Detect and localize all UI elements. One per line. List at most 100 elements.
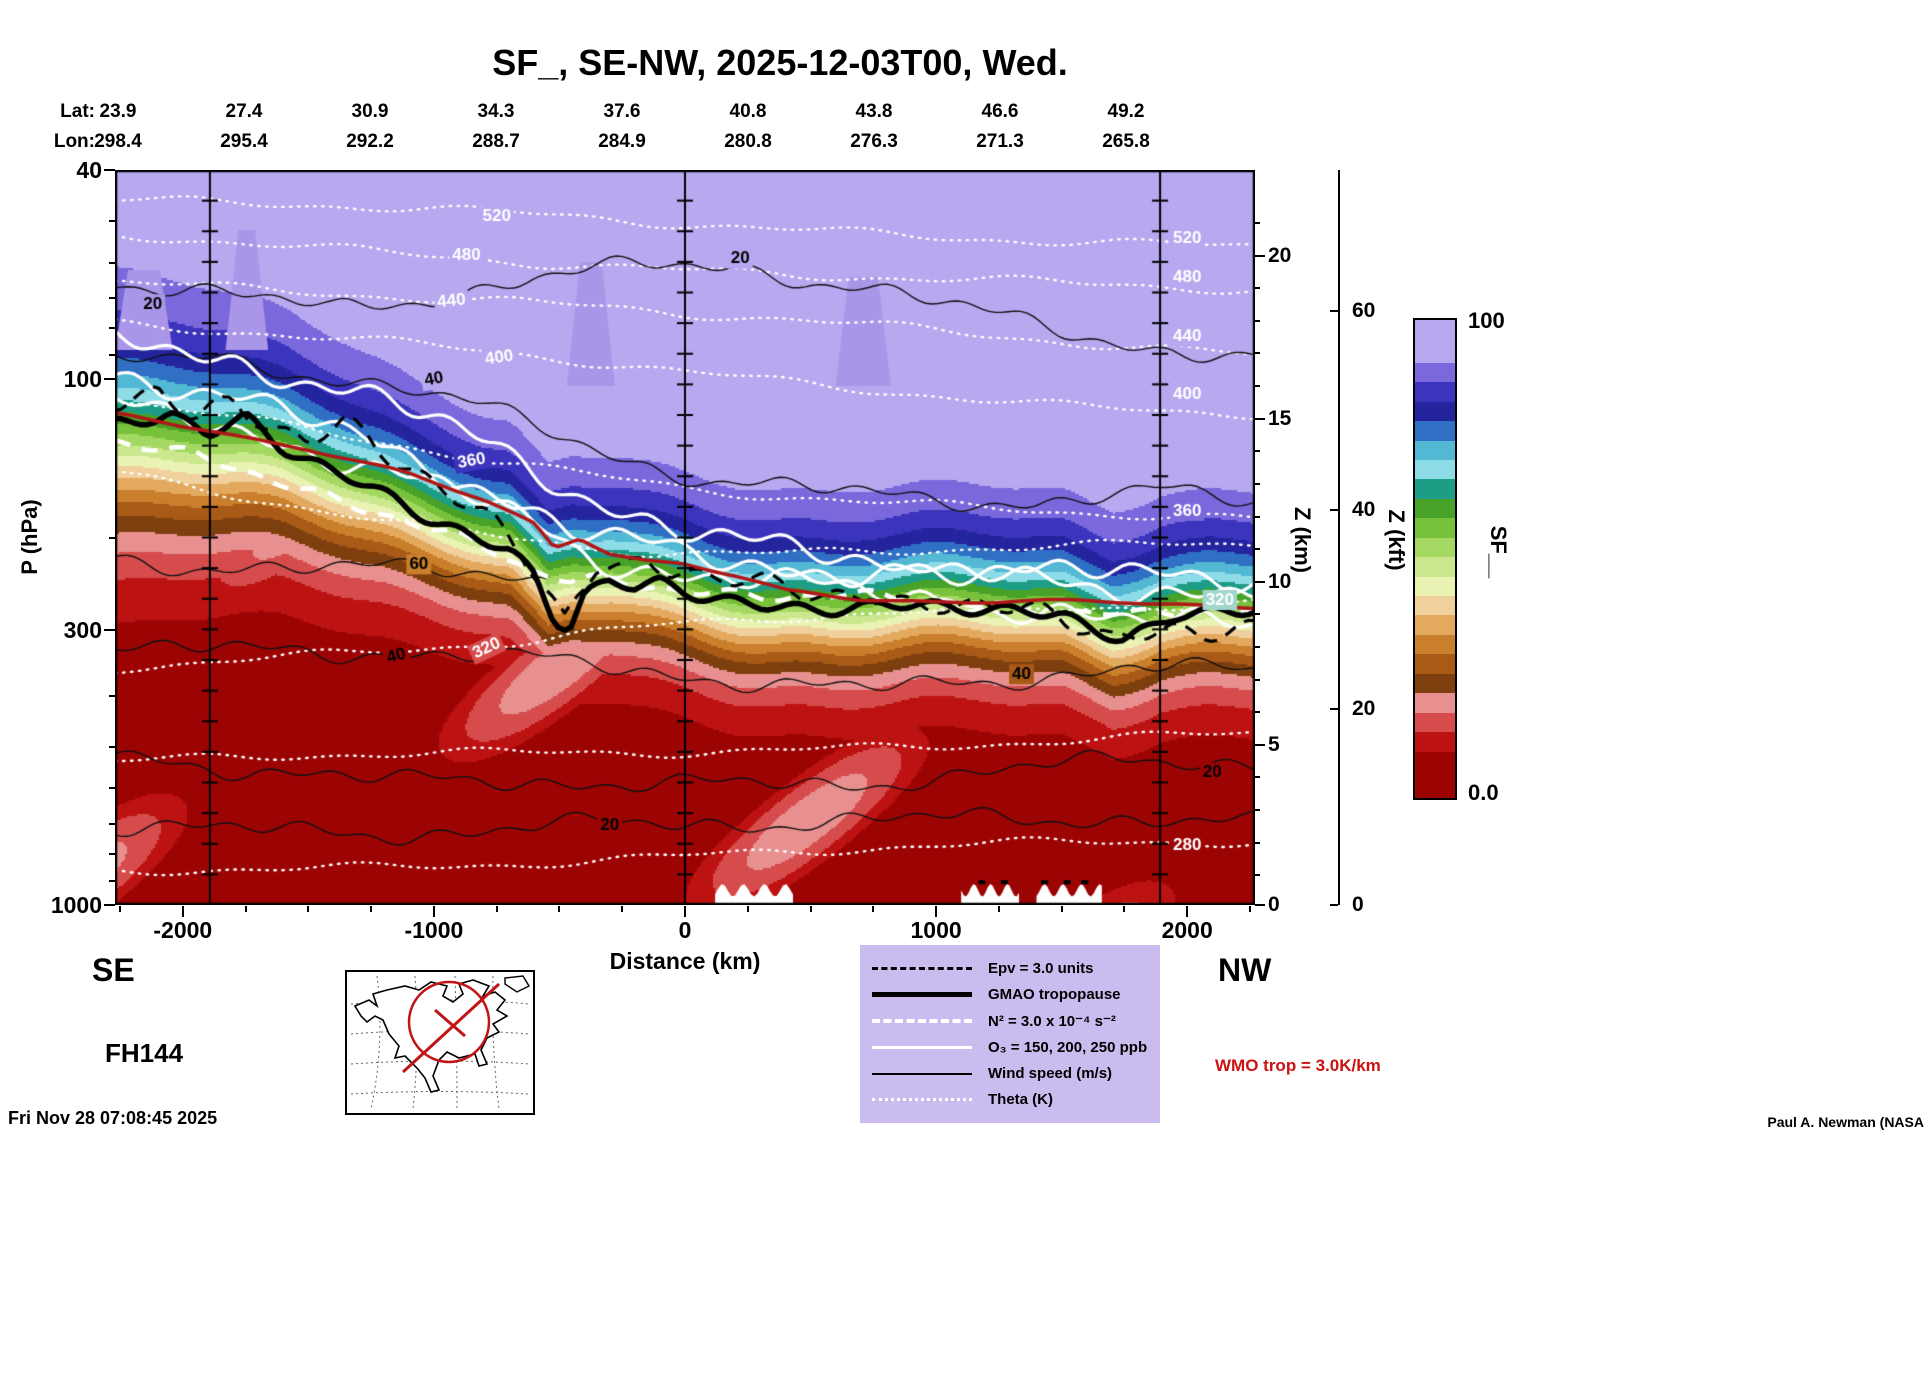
z-km-tick — [1255, 417, 1265, 420]
colorbar-segment — [1415, 421, 1455, 441]
x-axis-tick-label: 2000 — [1161, 917, 1213, 943]
z-kft-tick-label: 40 — [1352, 498, 1376, 522]
z-km-tick — [1255, 548, 1260, 551]
pressure-tick-label: 300 — [63, 617, 102, 644]
page-title: SF_, SE-NW, 2025-12-03T00, Wed. — [492, 42, 1068, 83]
legend-row: O₃ = 150, 200, 250 ppb — [872, 1034, 1148, 1060]
z-km-tick — [1255, 482, 1260, 485]
lat-value: 27.4 — [225, 101, 263, 122]
z-km-tick — [1255, 874, 1260, 877]
pressure-minor-tick — [109, 879, 115, 882]
colorbar-segment — [1415, 615, 1455, 635]
forecast-hour-label: FH144 — [105, 1038, 184, 1068]
pressure-minor-tick — [109, 745, 115, 748]
x-axis-tick — [370, 906, 373, 912]
colorbar-segment — [1415, 479, 1455, 499]
pressure-minor-tick — [109, 327, 115, 330]
lon-row-label: Lon: — [53, 131, 95, 152]
map-inset — [345, 970, 535, 1115]
z-kft-tick — [1330, 310, 1338, 313]
colorbar-segment — [1415, 596, 1455, 616]
colorbar-segment — [1415, 440, 1455, 460]
z-kft-axis-label: Z (kft) — [1384, 509, 1409, 571]
lon-value: 292.2 — [346, 131, 394, 152]
z-km-tick — [1255, 580, 1265, 583]
x-axis-tick — [1060, 906, 1063, 912]
colorbar-segment — [1415, 362, 1455, 383]
z-km-tick — [1255, 904, 1265, 906]
legend-label: Theta (K) — [988, 1091, 1053, 1109]
pressure-tick-label: 100 — [63, 366, 102, 393]
z-km-tick — [1255, 515, 1260, 518]
z-km-tick — [1255, 254, 1265, 257]
z-kft-axis-line — [1338, 170, 1340, 905]
legend-row: Theta (K) — [872, 1087, 1148, 1113]
pressure-minor-tick — [109, 787, 115, 790]
z-km-tick — [1255, 613, 1260, 616]
z-km-tick — [1255, 809, 1260, 812]
x-axis-tick-label: 0 — [678, 917, 692, 943]
z-km-tick-label: 0 — [1268, 893, 1280, 916]
z-km-tick — [1255, 352, 1260, 355]
x-axis-tick-label: 1000 — [910, 917, 962, 943]
z-km-tick — [1255, 841, 1260, 844]
z-km-tick — [1255, 221, 1260, 224]
legend-sample-solid-black-thick — [872, 991, 972, 997]
z-kft-tick-label: 0 — [1352, 893, 1364, 916]
pressure-major-tick — [104, 629, 115, 632]
x-axis-tick — [809, 906, 812, 912]
legend-label: O₃ = 150, 200, 250 ppb — [988, 1038, 1148, 1056]
pressure-minor-tick — [109, 296, 115, 299]
lat-value: 23.9 — [99, 101, 137, 122]
route-cross — [434, 1008, 466, 1038]
colorbar-segment — [1415, 654, 1455, 674]
distance-axis-label: Distance (km) — [609, 948, 761, 974]
z-km-tick — [1255, 287, 1260, 290]
cross-section-plot — [115, 170, 1255, 910]
pressure-minor-tick — [109, 536, 115, 539]
endpoint-nw-label: NW — [1218, 952, 1272, 988]
author-credit: Paul A. Newman (NASA — [1767, 1114, 1924, 1130]
x-axis-tick — [495, 906, 498, 912]
colorbar-min-label: 0.0 — [1468, 780, 1499, 805]
legend-sample-solid-black-thin — [872, 1072, 972, 1075]
colorbar-segment — [1415, 537, 1455, 558]
lon-value: 284.9 — [598, 131, 646, 152]
pressure-minor-tick — [109, 822, 115, 825]
route-circle — [407, 980, 491, 1064]
z-km-tick — [1255, 711, 1260, 714]
map-island — [504, 975, 530, 993]
lat-row-label: Lat: — [60, 101, 95, 122]
z-km-tick-label: 10 — [1268, 569, 1292, 593]
z-km-axis-label: Z (km) — [1290, 507, 1315, 573]
colorbar-segment — [1415, 712, 1455, 733]
cross-section-canvas — [115, 170, 1255, 905]
colorbar-segment — [1415, 634, 1455, 655]
legend-label: GMAO tropopause — [988, 985, 1121, 1003]
colorbar-segment — [1415, 557, 1455, 577]
wmo-tropopause-note: WMO trop = 3.0K/km — [1215, 1056, 1381, 1075]
z-kft-tick — [1330, 509, 1338, 512]
x-axis-tick — [935, 906, 938, 917]
x-axis-tick — [119, 906, 122, 912]
z-kft-tick — [1330, 904, 1338, 906]
lat-value: 34.3 — [477, 101, 515, 122]
lat-value: 40.8 — [729, 101, 767, 122]
legend-sample-solid-white — [872, 1045, 972, 1049]
lon-value: 265.8 — [1102, 131, 1150, 152]
pressure-major-tick — [104, 169, 115, 171]
colorbar-max-label: 100 — [1468, 308, 1505, 333]
pressure-minor-tick — [109, 219, 115, 222]
z-km-tick-label: 20 — [1268, 243, 1292, 267]
x-axis-tick — [244, 906, 247, 912]
colorbar-segment — [1415, 320, 1455, 363]
z-km-tick — [1255, 319, 1260, 322]
x-axis-tick — [997, 906, 1000, 912]
lon-value: 288.7 — [472, 131, 520, 152]
legend-sample-dashed-black — [872, 966, 972, 970]
pressure-tick-label: 40 — [76, 157, 102, 183]
legend-row: Epv = 3.0 units — [872, 955, 1148, 981]
legend-row: Wind speed (m/s) — [872, 1061, 1148, 1087]
lat-value: 37.6 — [603, 101, 641, 122]
